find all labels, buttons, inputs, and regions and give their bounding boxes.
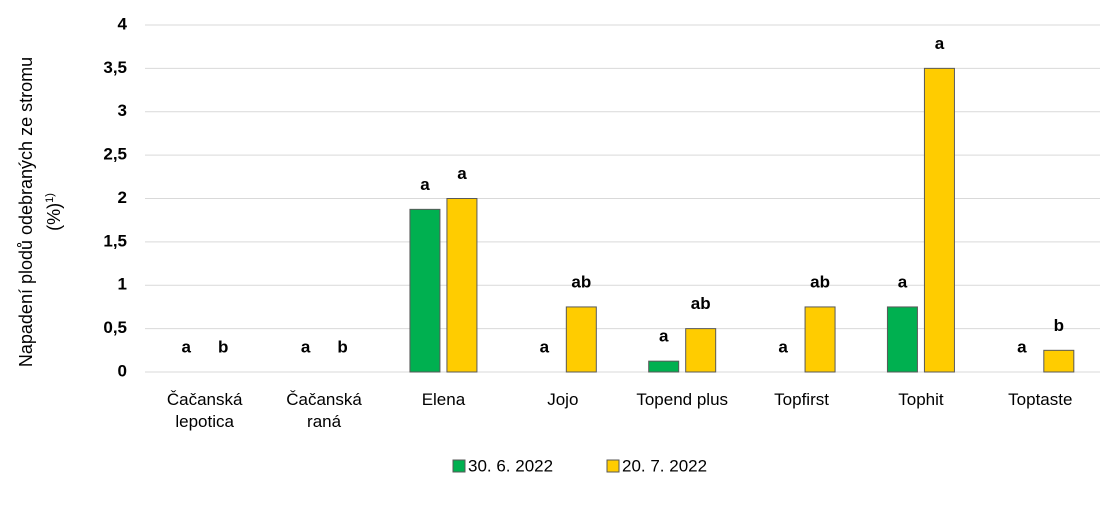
significance-letter: ab <box>810 272 830 291</box>
legend-swatch <box>606 459 620 473</box>
y-tick-label: 2,5 <box>103 145 127 164</box>
x-tick-label: Čačanská raná <box>286 390 362 431</box>
x-tick-label: Topfirst <box>774 390 829 409</box>
significance-letter: a <box>1017 337 1027 356</box>
significance-letter: ab <box>571 272 591 291</box>
bar <box>886 306 918 373</box>
significance-letter: a <box>935 34 945 53</box>
significance-letter: a <box>898 272 908 291</box>
bar <box>685 328 717 373</box>
legend-label: 20. 7. 2022 <box>622 456 707 475</box>
significance-letter: b <box>218 337 228 356</box>
bar <box>409 208 441 373</box>
significance-letter: a <box>181 337 191 356</box>
significance-letter: a <box>778 337 788 356</box>
y-tick-label: 2 <box>118 188 127 207</box>
significance-letter: a <box>659 327 669 346</box>
x-tick-label: Jojo <box>547 390 579 409</box>
bar <box>1043 349 1075 373</box>
y-tick-label: 1,5 <box>103 231 127 250</box>
bar <box>923 67 955 373</box>
x-tick-label: Topend plus <box>636 390 729 409</box>
significance-letter: a <box>420 175 430 194</box>
y-tick-label: 1 <box>118 275 127 294</box>
y-tick-label: 0 <box>118 361 127 380</box>
y-tick-label: 3 <box>118 101 127 120</box>
x-tick-label: Toptaste <box>1008 390 1073 409</box>
y-label-text: Napadení plodů odebraných ze stromu (%) <box>16 56 64 368</box>
y-axis-label: Napadení plodů odebraných ze stromu (%)1… <box>14 42 66 382</box>
y-tick-label: 0,5 <box>103 318 127 337</box>
y-label-note: 1) <box>44 193 56 203</box>
significance-letter: ab <box>691 294 711 313</box>
significance-letter: b <box>1054 316 1064 335</box>
legend-label: 30. 6. 2022 <box>468 456 553 475</box>
bar <box>446 198 478 373</box>
x-tick-label: Čačanská lepotica <box>166 390 243 431</box>
significance-letter: a <box>540 337 550 356</box>
y-tick-label: 3,5 <box>103 58 127 77</box>
legend-swatch <box>452 459 466 473</box>
significance-letter: a <box>301 337 311 356</box>
significance-letter: a <box>457 164 467 183</box>
bar <box>648 360 680 373</box>
bar <box>804 306 836 373</box>
x-tick-label: Elena <box>421 390 466 409</box>
x-tick-label: Tophit <box>898 390 944 409</box>
y-tick-label: 4 <box>118 14 128 33</box>
bar <box>565 306 597 373</box>
significance-letter: b <box>337 337 347 356</box>
